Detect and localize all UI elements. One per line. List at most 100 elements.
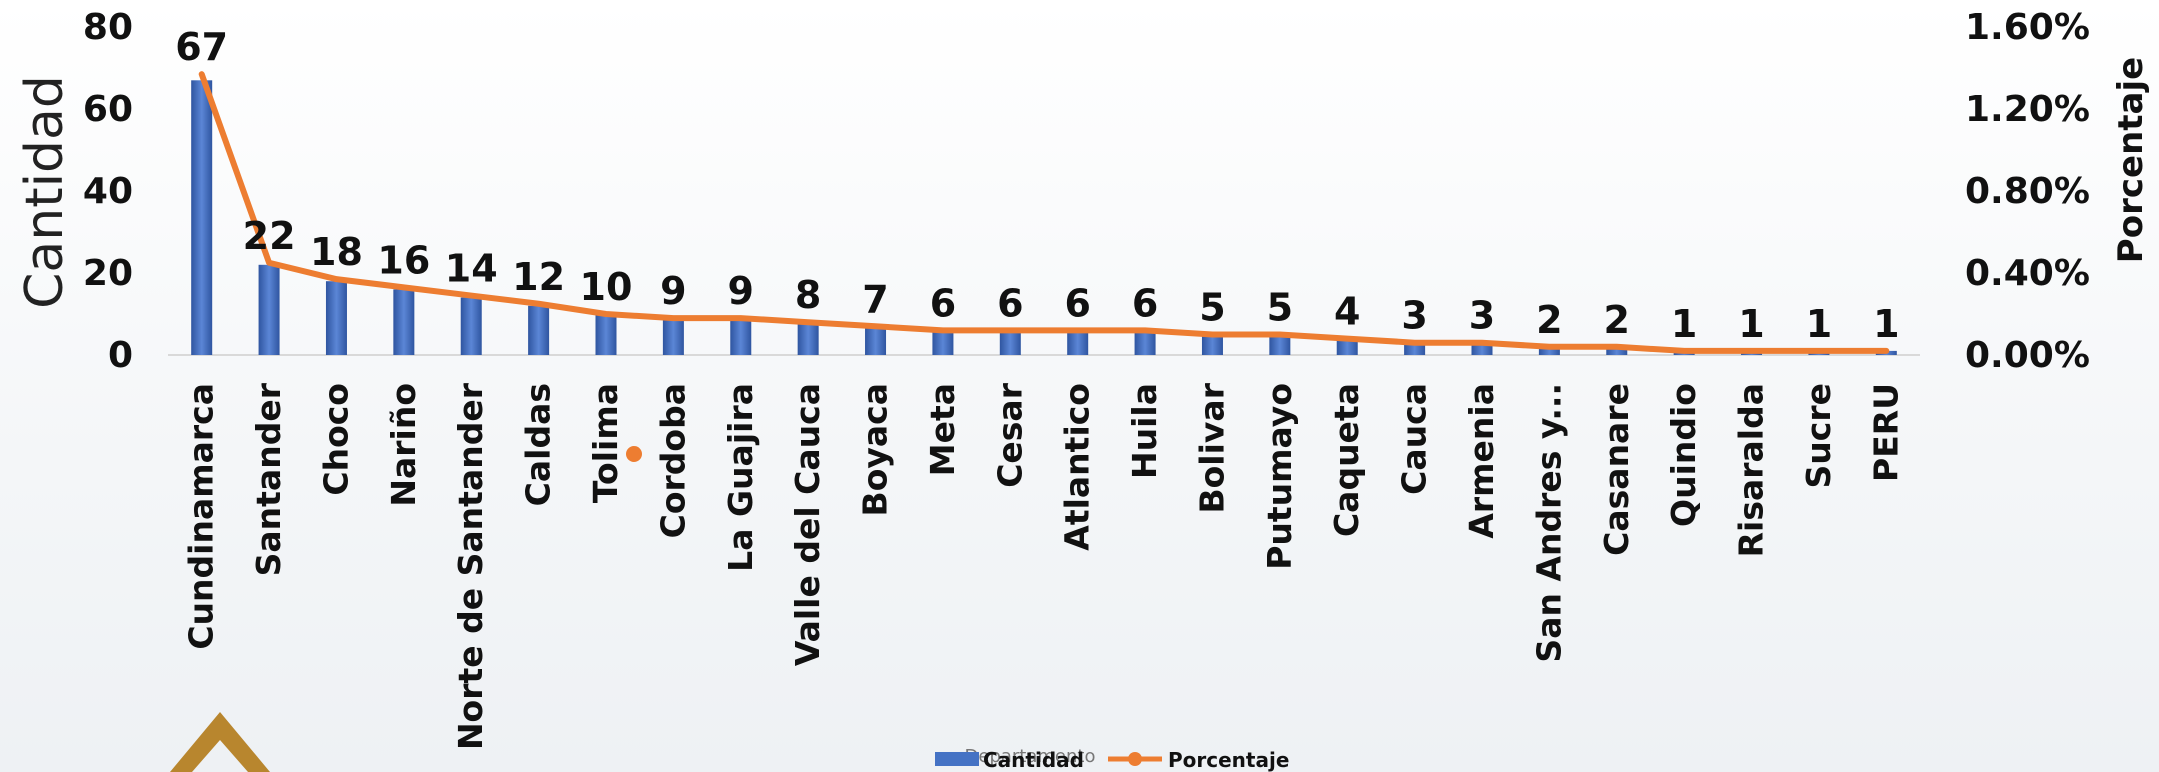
data-label: 9 bbox=[660, 269, 686, 313]
category-label: Cordoba bbox=[653, 383, 692, 538]
bar bbox=[528, 305, 550, 355]
data-label: 18 bbox=[310, 230, 363, 274]
data-label: 1 bbox=[1873, 302, 1899, 346]
category-label: Casanare bbox=[1597, 383, 1636, 556]
data-label: 14 bbox=[445, 247, 498, 291]
category-label: PERU bbox=[1866, 383, 1905, 482]
bar bbox=[797, 322, 819, 355]
data-label: 22 bbox=[243, 214, 296, 258]
data-label: 8 bbox=[795, 273, 821, 317]
legend-swatch-cantidad bbox=[935, 752, 979, 766]
bar bbox=[865, 326, 887, 355]
category-label: Tolima bbox=[586, 383, 625, 503]
category-label: Atlantico bbox=[1058, 383, 1097, 551]
bar bbox=[1404, 342, 1426, 355]
y-tick-label: 40 bbox=[83, 171, 133, 212]
category-label: San Andres y... bbox=[1529, 383, 1568, 663]
bar bbox=[730, 318, 752, 355]
logo-mark bbox=[170, 712, 270, 772]
category-label: Cauca bbox=[1395, 383, 1434, 495]
bar bbox=[1067, 330, 1089, 355]
line-path bbox=[198, 71, 1890, 354]
legend-marker-porcentaje bbox=[1128, 752, 1142, 766]
category-label: Huila bbox=[1125, 383, 1164, 479]
data-label: 1 bbox=[1806, 302, 1832, 346]
data-label: 67 bbox=[175, 25, 228, 69]
category-label: Caqueta bbox=[1327, 383, 1366, 537]
legend-label-cantidad: Cantidad bbox=[983, 748, 1084, 772]
category-label: Caldas bbox=[519, 383, 558, 506]
bar bbox=[1269, 334, 1291, 355]
bar bbox=[460, 297, 482, 355]
data-label: 6 bbox=[1064, 281, 1090, 325]
data-label: 7 bbox=[862, 277, 888, 321]
category-label: Norte de Santander bbox=[451, 382, 490, 750]
data-label: 16 bbox=[377, 238, 430, 282]
y2-tick-label: 1.20% bbox=[1965, 89, 2090, 130]
category-label: Sucre bbox=[1799, 383, 1838, 488]
line-series-porcentaje bbox=[198, 71, 1890, 354]
data-label: 3 bbox=[1469, 294, 1495, 338]
category-label: Valle del Cauca bbox=[788, 383, 827, 666]
y2-axis-title: Porcentaje bbox=[2111, 57, 2151, 263]
data-label: 5 bbox=[1267, 286, 1293, 330]
data-label: 1 bbox=[1671, 302, 1697, 346]
category-label: Santander bbox=[249, 382, 288, 576]
data-label: 12 bbox=[512, 255, 565, 299]
y2-tick-label: 0.80% bbox=[1965, 171, 2090, 212]
category-label: Choco bbox=[316, 383, 355, 496]
bar bbox=[191, 80, 213, 356]
y-axis-right: 0.00% 0.40% 0.80% 1.20% 1.60% bbox=[1965, 7, 2090, 376]
category-label: Boyaca bbox=[856, 383, 895, 516]
category-label: Quindio bbox=[1664, 383, 1703, 527]
data-label: 9 bbox=[728, 269, 754, 313]
y-tick-label: 20 bbox=[83, 253, 133, 294]
x-axis-title: Departamento bbox=[965, 746, 1096, 767]
bar bbox=[1201, 334, 1223, 355]
data-label: 5 bbox=[1199, 286, 1225, 330]
category-label: Risaralda bbox=[1732, 383, 1771, 557]
category-label: Cundinamarca bbox=[182, 383, 221, 650]
bar bbox=[1538, 346, 1560, 355]
bar bbox=[1134, 330, 1156, 355]
data-label: 6 bbox=[930, 281, 956, 325]
category-label: Armenia bbox=[1462, 383, 1501, 539]
data-label: 6 bbox=[997, 281, 1023, 325]
bar bbox=[662, 318, 684, 355]
y2-tick-label: 1.60% bbox=[1965, 7, 2090, 48]
bar bbox=[595, 314, 617, 355]
data-label: 1 bbox=[1738, 302, 1764, 346]
logo-chevron bbox=[170, 712, 270, 772]
category-label: La Guajira bbox=[721, 383, 760, 572]
bar bbox=[932, 330, 954, 355]
category-label: Putumayo bbox=[1260, 383, 1299, 570]
bar bbox=[393, 289, 415, 355]
category-label: Bolivar bbox=[1192, 382, 1231, 513]
category-labels: Cundinamarca Santander Choco Nariño Norte de… bbox=[182, 382, 1906, 750]
y-tick-label: 60 bbox=[83, 89, 133, 130]
bar-series-cantidad bbox=[191, 80, 1897, 356]
data-label: 10 bbox=[580, 265, 633, 309]
legend: Cantidad Porcentaje bbox=[935, 748, 1289, 772]
y2-tick-label: 0.00% bbox=[1965, 335, 2090, 376]
bar bbox=[999, 330, 1021, 355]
y-tick-label: 80 bbox=[83, 7, 133, 48]
category-label: Meta bbox=[923, 383, 962, 476]
y-axis-title: Cantidad bbox=[15, 75, 75, 309]
stray-marker-dot bbox=[626, 446, 642, 462]
bar bbox=[258, 264, 280, 355]
y2-tick-label: 0.40% bbox=[1965, 253, 2090, 294]
category-label: Cesar bbox=[990, 382, 1029, 488]
data-label: 6 bbox=[1132, 281, 1158, 325]
category-label: Nariño bbox=[384, 383, 423, 507]
data-label: 4 bbox=[1334, 290, 1360, 334]
data-label: 2 bbox=[1536, 298, 1562, 342]
bar bbox=[325, 281, 347, 355]
data-label: 3 bbox=[1401, 294, 1427, 338]
data-label: 2 bbox=[1604, 298, 1630, 342]
bar bbox=[1336, 338, 1358, 355]
y-axis-left: 0 20 40 60 80 bbox=[83, 7, 133, 376]
legend-label-porcentaje: Porcentaje bbox=[1168, 748, 1289, 772]
